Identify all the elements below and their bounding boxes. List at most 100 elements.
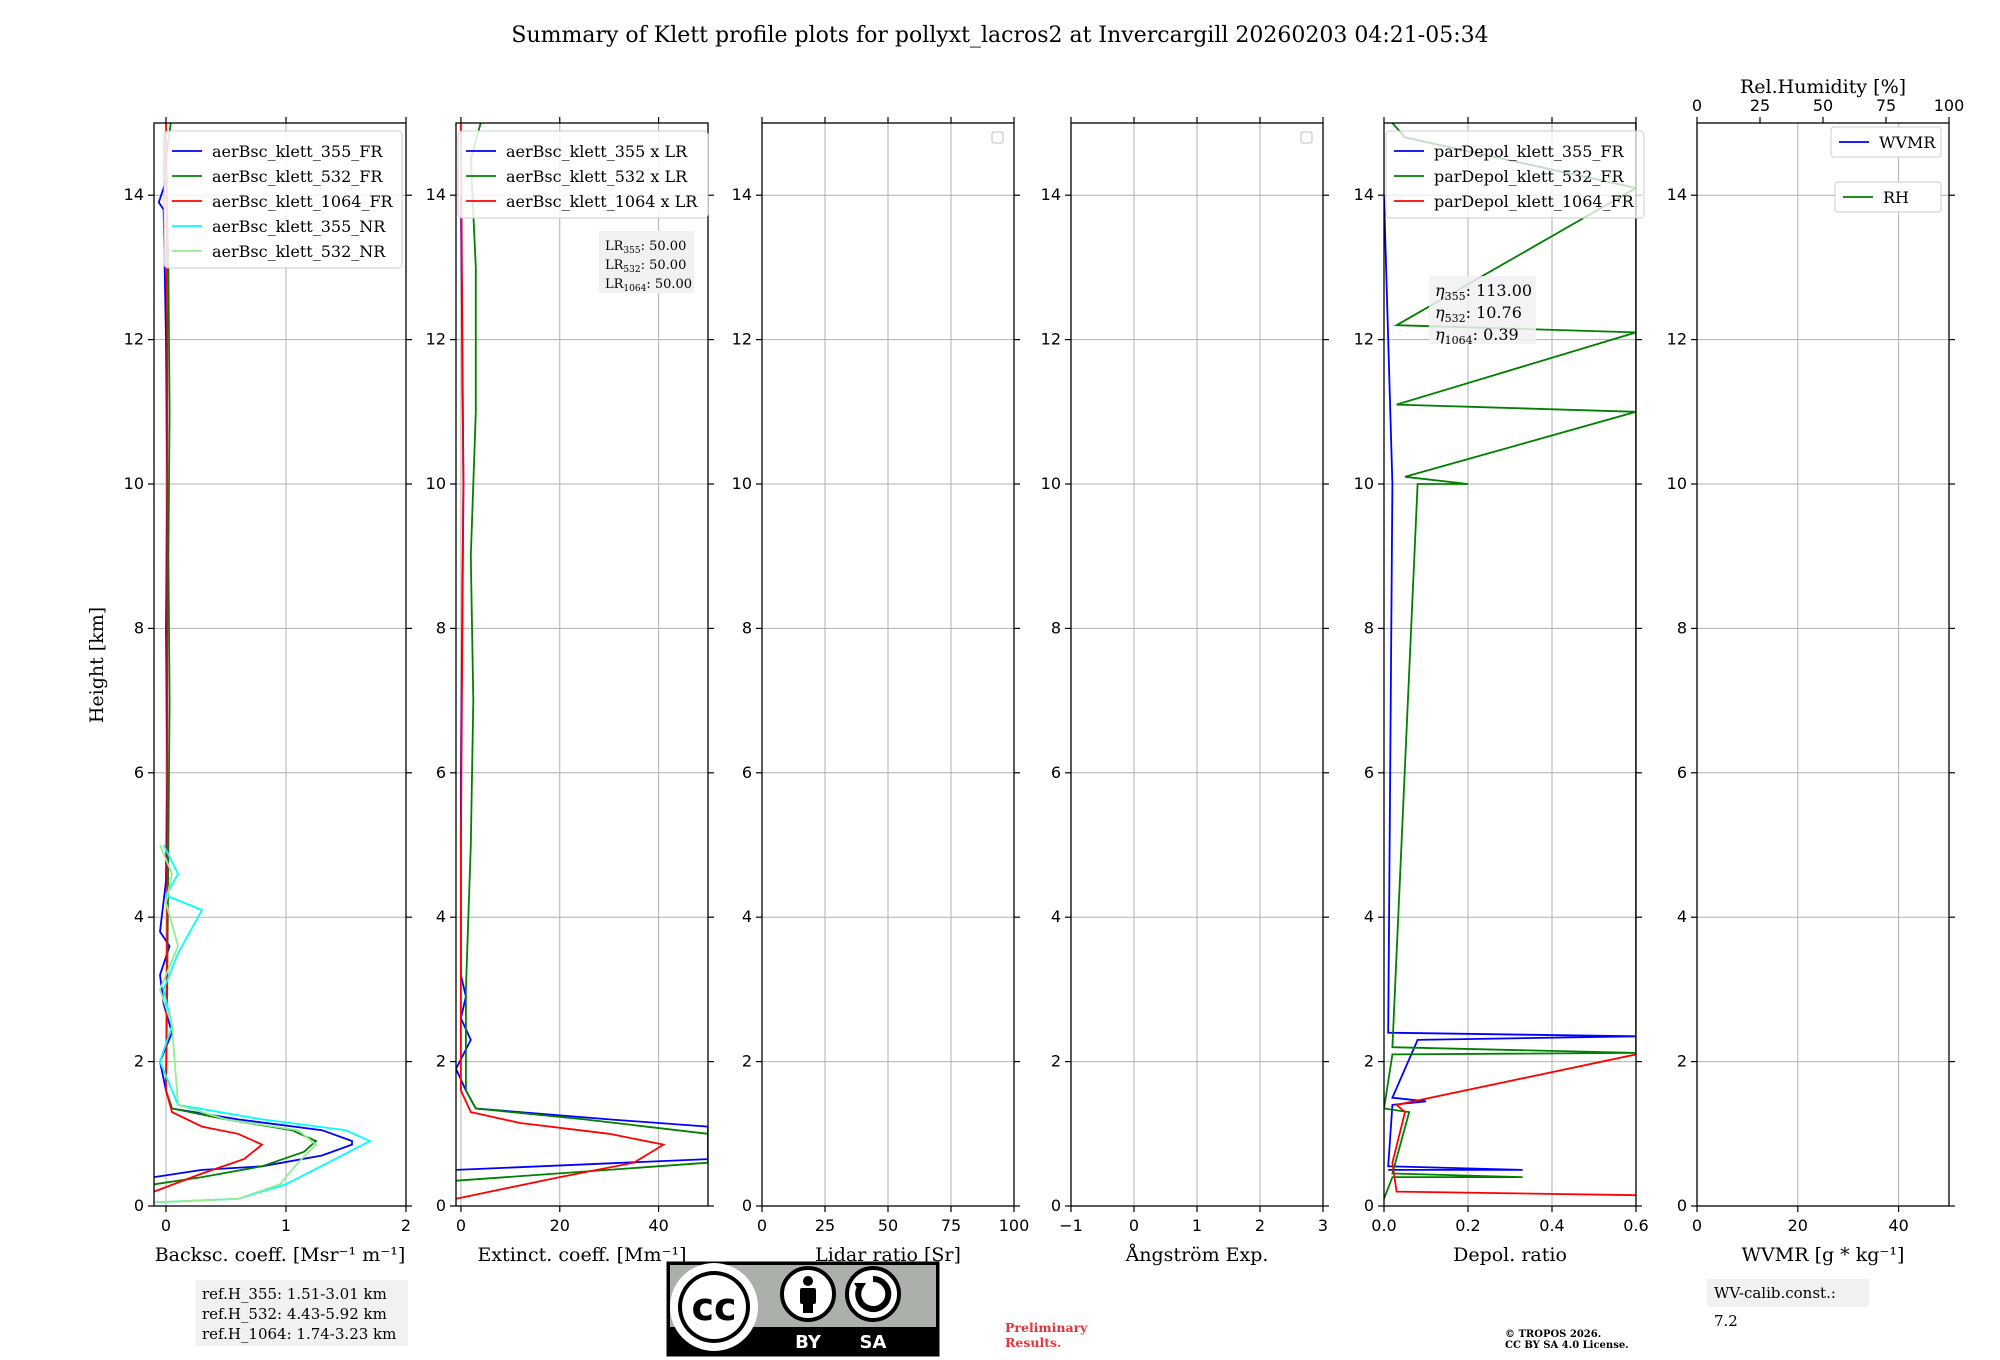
legend-label: WVMR [1879,133,1936,152]
axes-frame [455,122,709,1207]
series-parDepol_klett_532_FR [1384,123,1636,1200]
ytick-label: 8 [1677,618,1687,637]
ytick-label: 12 [124,330,144,349]
wv-calib-box: WV-calib.const.: 7.2 [1707,1279,1869,1330]
legend-label: aerBsc_klett_355 x LR [506,142,688,161]
ytick-label: 12 [732,330,752,349]
panels: 0 2 4 6 8 10 12 14 0 1 2 Backsc. coeff. [Msr⁻¹ m⁻¹]… [124,76,1965,1266]
panel-lr: 0 2 4 6 8 10 12 14 0 25 50 75 100 Lidar ratio [Sr] [732,117,1030,1266]
series-parDepol_klett_1064_FR [1391,123,1636,1197]
legend-box [1385,130,1645,219]
ytick-label: 0 [742,1196,752,1215]
ytick-label: 0 [436,1196,446,1215]
xtick-label: 3 [1318,1216,1328,1235]
ref-height-355: ref.H_355: 1.51-3.01 km [202,1285,387,1303]
series-aerBsc_klett_355 x LR [456,195,708,1171]
x2tick-label: 25 [1750,96,1770,115]
legend-label: RH [1883,188,1909,207]
ytick-label: 12 [1354,330,1374,349]
ytick-label: 2 [742,1052,752,1071]
series-aerBsc_klett_532_FR [154,123,318,1186]
x2tick-label: 100 [1934,96,1965,115]
reference-height-box: ref.H_355: 1.51-3.01 km ref.H_532: 4.43-… [196,1280,408,1346]
legend-label: aerBsc_klett_532_NR [212,242,386,261]
xtick-label: 20 [1788,1216,1808,1235]
ytick-label: 0 [134,1196,144,1215]
xtick-label: −1 [1059,1216,1083,1235]
ytick-label: 4 [1051,907,1061,926]
xtick-label: 20 [550,1216,570,1235]
xtick-label: 0 [1692,1216,1702,1235]
figure-title: Summary of Klett profile plots for polly… [511,23,1488,48]
panel-ext: 0 2 4 6 8 10 12 14 0 20 40 Extinct. coeff. [Mm⁻¹] ae… [426,117,714,1266]
series-aerBsc_klett_355_FR [154,180,353,1178]
xtick-label: 40 [648,1216,668,1235]
axes-frame [1696,122,1950,1207]
xaxis-label: Extinct. coeff. [Mm⁻¹] [477,1244,686,1266]
legend-label: parDepol_klett_1064_FR [1434,192,1635,211]
ytick-label: 0 [1364,1196,1374,1215]
cc-by-label: BY [795,1332,822,1353]
xtick-label: 2 [401,1216,411,1235]
series-aerBsc_klett_532 x LR [456,123,708,1182]
ytick-label: 2 [1364,1052,1374,1071]
lidar-ratio-text: LR1064: 50.00 [605,277,692,294]
copyright-line-2: CC BY SA 4.0 License. [1505,1340,1629,1351]
legend-box [457,130,709,219]
eta-text: η532: 10.76 [1435,303,1522,325]
xtick-label: 50 [878,1216,898,1235]
xtick-label: 75 [941,1216,961,1235]
xtick-label: 0 [1129,1216,1139,1235]
legend-label: parDepol_klett_355_FR [1434,142,1625,161]
ytick-label: 12 [1667,330,1687,349]
series-aerBsc_klett_1064_FR [154,123,264,1193]
legend-ext: aerBsc_klett_355 x LR aerBsc_klett_532 x … [457,130,709,219]
legend-bsc: aerBsc_klett_355_FR aerBsc_klett_532_FRae… [163,130,403,269]
ytick-label: 10 [732,474,752,493]
panel-dep: 0 2 4 6 8 10 12 14 0.0 0.2 0.4 0.6 Depol. ratio parDe… [1354,117,1649,1266]
x2tick-label: 0 [1692,96,1702,115]
legend-label: aerBsc_klett_1064_FR [212,192,394,211]
ytick-label: 14 [1041,185,1061,204]
ytick-label: 6 [1677,763,1687,782]
ytick-label: 10 [426,474,446,493]
xaxis-label: Ångström Exp. [1125,1244,1269,1266]
xaxis-label: Depol. ratio [1453,1244,1567,1266]
series-aerBsc_klett_1064 x LR [456,123,666,1200]
ytick-label: 8 [742,618,752,637]
ytick-label: 14 [732,185,752,204]
xtick-label: 100 [999,1216,1030,1235]
ytick-label: 4 [742,907,752,926]
axes-frame [153,122,407,1207]
preliminary-line-2: Results. [1005,1335,1062,1350]
copyright-note: © TROPOS 2026. CC BY SA 4.0 License. [1505,1329,1629,1351]
ytick-label: 2 [134,1052,144,1071]
legend-label: aerBsc_klett_532_FR [212,167,383,186]
ytick-label: 14 [426,185,446,204]
eta-text: η1064: 0.39 [1435,325,1519,347]
legend-label: parDepol_klett_532_FR [1434,167,1625,186]
ytick-label: 10 [1354,474,1374,493]
xtick-label: 0.4 [1539,1216,1564,1235]
series-parDepol_klett_355_FR [1384,195,1636,1171]
legend-label: aerBsc_klett_355_FR [212,142,383,161]
series-aerBsc_klett_532_NR [154,844,318,1204]
xaxis-label: Backsc. coeff. [Msr⁻¹ m⁻¹] [155,1244,406,1266]
ytick-label: 6 [742,763,752,782]
y-axis-label: Height [km] [86,607,108,723]
empty-legend-marker [1300,131,1313,144]
ref-height-532: ref.H_532: 4.43-5.92 km [202,1305,387,1323]
xtick-label: 2 [1255,1216,1265,1235]
ytick-label: 4 [1677,907,1687,926]
ytick-label: 12 [1041,330,1061,349]
xtick-label: 0.6 [1623,1216,1648,1235]
legend-box [1830,126,1942,158]
copyright-line-1: © TROPOS 2026. [1505,1329,1602,1340]
legend-WVMR: WVMR [1830,126,1942,158]
legend-box [1834,181,1942,213]
xtick-label: 40 [1888,1216,1908,1235]
